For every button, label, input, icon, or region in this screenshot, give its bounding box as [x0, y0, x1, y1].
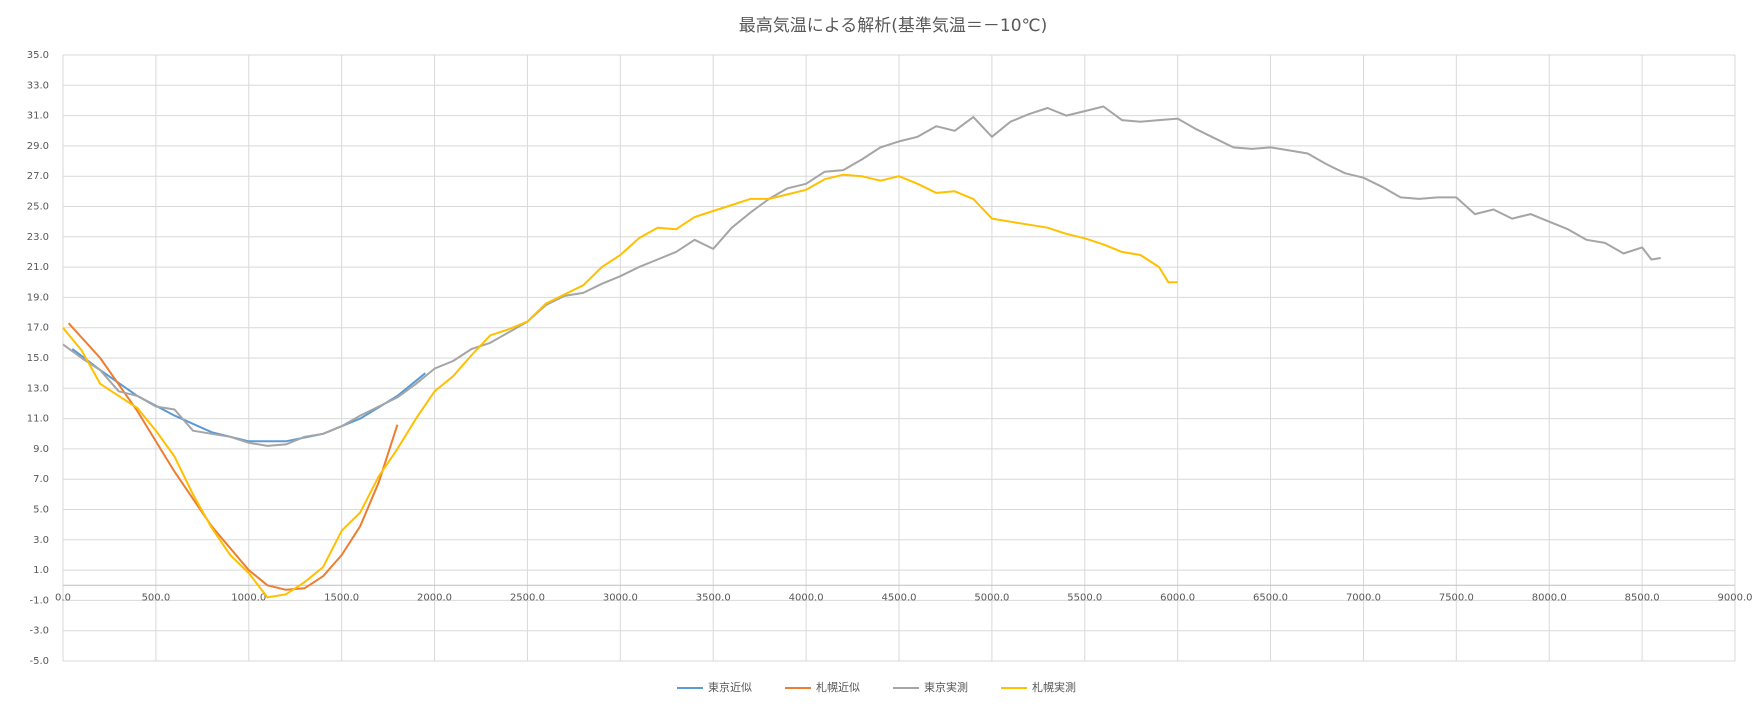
x-tick-label: 5500.0 [1067, 592, 1102, 603]
y-tick-label: 11.0 [27, 414, 49, 425]
y-tick-label: 27.0 [27, 171, 49, 182]
chart-title: 最高気温による解析(基準気温＝－10℃) [739, 16, 1047, 36]
y-tick-label: 13.0 [27, 383, 49, 394]
x-tick-label: 2000.0 [417, 592, 452, 603]
x-tick-label: 0.0 [55, 592, 71, 603]
y-tick-label: 19.0 [27, 292, 49, 303]
y-tick-label: 5.0 [33, 505, 49, 516]
y-tick-label: -5.0 [29, 656, 49, 667]
y-tick-label: 29.0 [27, 141, 49, 152]
y-tick-label: 9.0 [33, 444, 49, 455]
y-tick-label: 35.0 [27, 50, 49, 61]
x-tick-label: 2500.0 [510, 592, 545, 603]
legend-label: 札幌近似 [816, 680, 860, 694]
x-tick-label: 9000.0 [1718, 592, 1753, 603]
y-tick-label: 25.0 [27, 202, 49, 213]
y-tick-label: 7.0 [33, 474, 49, 485]
series-line [62, 105, 1661, 447]
x-tick-label: 1500.0 [324, 592, 359, 603]
x-tick-label: 7500.0 [1439, 592, 1474, 603]
x-tick-label: 4500.0 [882, 592, 917, 603]
y-tick-label: 15.0 [27, 353, 49, 364]
x-tick-label: 7000.0 [1346, 592, 1381, 603]
legend-label: 東京近似 [708, 680, 752, 694]
series-line [67, 322, 399, 591]
x-tick-label: 6500.0 [1253, 592, 1288, 603]
x-tick-label: 1000.0 [231, 592, 266, 603]
y-tick-label: 21.0 [27, 262, 49, 273]
y-tick-label: 33.0 [27, 80, 49, 91]
x-tick-label: 3000.0 [603, 592, 638, 603]
x-tick-label: 6000.0 [1160, 592, 1195, 603]
x-tick-label: 4000.0 [789, 592, 824, 603]
y-tick-label: -1.0 [29, 595, 49, 606]
y-tick-label: -3.0 [29, 626, 49, 637]
x-tick-label: 8000.0 [1532, 592, 1567, 603]
y-tick-label: 31.0 [27, 111, 49, 122]
y-tick-label: 3.0 [33, 535, 49, 546]
x-tick-label: 3500.0 [696, 592, 731, 603]
y-tick-label: 23.0 [27, 232, 49, 243]
series-line [62, 173, 1178, 599]
y-tick-label: 1.0 [33, 565, 49, 576]
y-tick-label: 17.0 [27, 323, 49, 334]
x-tick-label: 8500.0 [1625, 592, 1660, 603]
x-tick-label: 5000.0 [974, 592, 1009, 603]
legend-label: 札幌実測 [1032, 680, 1076, 694]
legend-label: 東京実測 [924, 680, 968, 694]
x-tick-label: 500.0 [142, 592, 171, 603]
series-line [71, 348, 426, 443]
